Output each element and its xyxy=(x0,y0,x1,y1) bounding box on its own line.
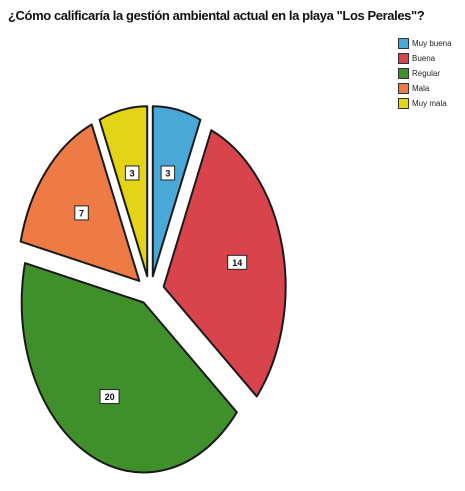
pie-slice-muy-mala xyxy=(98,105,149,278)
legend-swatch xyxy=(398,82,409,94)
legend-item-regular: Regular xyxy=(398,66,464,80)
chart-title: ¿Cómo calificaría la gestión ambiental a… xyxy=(8,8,425,23)
legend-swatch xyxy=(398,67,409,79)
data-label-regular: 20 xyxy=(99,389,120,405)
data-label-box xyxy=(74,205,89,221)
data-label-mala: 7 xyxy=(74,205,89,221)
legend-label: Regular xyxy=(412,68,441,78)
chart-legend: Muy buena Buena Regular Mala Muy mala xyxy=(398,36,464,111)
data-label-box xyxy=(160,165,176,181)
legend-item-muy-buena: Muy buena xyxy=(398,36,464,50)
legend-item-buena: Buena xyxy=(398,51,464,65)
data-label-box xyxy=(99,389,120,405)
data-label-text: 14 xyxy=(232,258,242,268)
legend-swatch xyxy=(398,37,409,49)
pie-slice-mala xyxy=(19,123,141,282)
data-label-buena: 14 xyxy=(227,254,248,270)
pie-slice-muy-buena xyxy=(151,105,202,278)
legend-item-muy-mala: Muy mala xyxy=(398,96,464,110)
pie-slice-regular xyxy=(20,262,238,474)
legend-item-mala: Mala xyxy=(398,81,464,95)
legend-swatch xyxy=(398,52,409,64)
data-label-text: 3 xyxy=(165,168,170,178)
data-label-box xyxy=(227,254,248,270)
data-label-muy-buena: 3 xyxy=(160,165,176,181)
data-label-text: 20 xyxy=(105,392,115,402)
legend-label: Mala xyxy=(412,83,430,93)
legend-swatch xyxy=(398,97,409,109)
legend-label: Muy buena xyxy=(412,38,452,48)
data-label-box xyxy=(124,165,140,181)
data-label-text: 7 xyxy=(79,208,84,218)
pie-slice-buena xyxy=(162,129,287,398)
data-label-muy-mala: 3 xyxy=(124,165,140,181)
data-label-text: 3 xyxy=(130,168,135,178)
legend-label: Buena xyxy=(412,53,436,63)
legend-label: Muy mala xyxy=(412,98,447,108)
